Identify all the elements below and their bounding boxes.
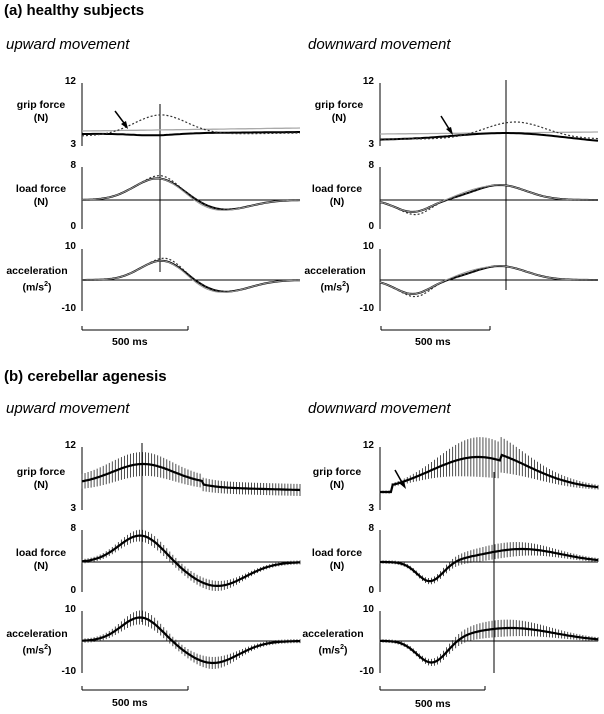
tick-grip-max: 12 xyxy=(362,440,374,451)
grip-force-line-dotted xyxy=(380,121,599,140)
load-force-line xyxy=(81,177,301,211)
arrow-head-icon xyxy=(121,121,128,129)
section-title-a: (a) healthy subjects xyxy=(4,2,145,19)
load-force-line-grey xyxy=(81,178,301,211)
tick-acc-min: -10 xyxy=(61,303,76,314)
tick-grip-min: 3 xyxy=(70,503,76,514)
ylabel-grip: grip force (N) xyxy=(312,466,362,491)
scalebar-label: 500 ms xyxy=(415,336,451,348)
scalebar-label: 500 ms xyxy=(112,697,148,709)
col-title-b-down: downward movement xyxy=(308,400,451,417)
arrow-head-icon xyxy=(399,481,406,489)
col-title-a-down: downward movement xyxy=(308,36,451,53)
acceleration-line-dotted xyxy=(82,257,300,293)
ylabel-load: load force (N) xyxy=(311,183,363,208)
tick-grip-min: 3 xyxy=(368,503,374,514)
load-force-mean-line xyxy=(380,547,599,583)
acceleration-mean-line xyxy=(380,626,599,664)
ylabel-load: load force (N) xyxy=(311,547,363,572)
grip-force-mean-line xyxy=(380,453,599,494)
ylabel-acc: acceleration (m/s2) xyxy=(304,265,366,294)
load-force-line-grey xyxy=(379,184,598,213)
ylabel-acc: acceleration (m/s2) xyxy=(302,628,364,657)
tick-grip-max: 12 xyxy=(362,76,374,87)
tick-load-max: 8 xyxy=(70,523,76,534)
ylabel-acc: acceleration (m/s2) xyxy=(6,628,68,657)
ylabel-load: load force (N) xyxy=(15,547,67,572)
tick-acc-min: -10 xyxy=(61,666,76,677)
tick-load-min: 0 xyxy=(368,585,374,596)
tick-load-min: 0 xyxy=(368,221,374,232)
acceleration-line-dotted xyxy=(379,265,598,298)
ylabel-load: load force (N) xyxy=(15,183,67,208)
acceleration-line-grey xyxy=(379,265,598,295)
load-force-line-dotted xyxy=(81,175,301,211)
scalebar-label: 500 ms xyxy=(112,336,148,348)
grip-force-line-grey xyxy=(81,127,301,132)
acceleration-mean-line xyxy=(81,616,300,665)
load-force-mean-line xyxy=(81,534,301,587)
section-title-b: (b) cerebellar agenesis xyxy=(4,368,167,385)
tick-load-min: 0 xyxy=(70,585,76,596)
tick-grip-min: 3 xyxy=(368,139,374,150)
tick-load-max: 8 xyxy=(368,160,374,171)
acceleration-line xyxy=(82,259,300,293)
ylabel-grip: grip force (N) xyxy=(16,466,66,491)
ylabel-acc: acceleration (m/s2) xyxy=(6,265,68,294)
tick-acc-min: -10 xyxy=(359,666,374,677)
grip-force-line-dotted xyxy=(81,114,300,137)
tick-acc-max: 10 xyxy=(362,604,374,615)
grip-force-line-patient xyxy=(82,131,300,137)
col-title-a-up: upward movement xyxy=(6,36,130,53)
arrow-head-icon xyxy=(446,127,453,135)
tick-grip-min: 3 xyxy=(70,139,76,150)
tick-load-max: 8 xyxy=(70,160,76,171)
tick-acc-max: 10 xyxy=(64,604,76,615)
tick-acc-max: 10 xyxy=(362,241,374,252)
ylabel-grip: grip force (N) xyxy=(16,99,66,124)
grip-force-line-patient xyxy=(379,132,599,142)
col-title-b-up: upward movement xyxy=(6,400,130,417)
tick-load-max: 8 xyxy=(368,523,374,534)
tick-acc-min: -10 xyxy=(359,303,374,314)
ylabel-grip: grip force (N) xyxy=(314,99,364,124)
tick-grip-max: 12 xyxy=(64,440,76,451)
tick-acc-max: 10 xyxy=(64,241,76,252)
tick-load-min: 0 xyxy=(70,221,76,232)
grip-force-mean-line xyxy=(81,462,301,492)
load-force-line xyxy=(379,183,598,213)
scalebar-label: 500 ms xyxy=(415,698,451,710)
tick-grip-max: 12 xyxy=(64,76,76,87)
acceleration-line-grey xyxy=(82,260,300,293)
